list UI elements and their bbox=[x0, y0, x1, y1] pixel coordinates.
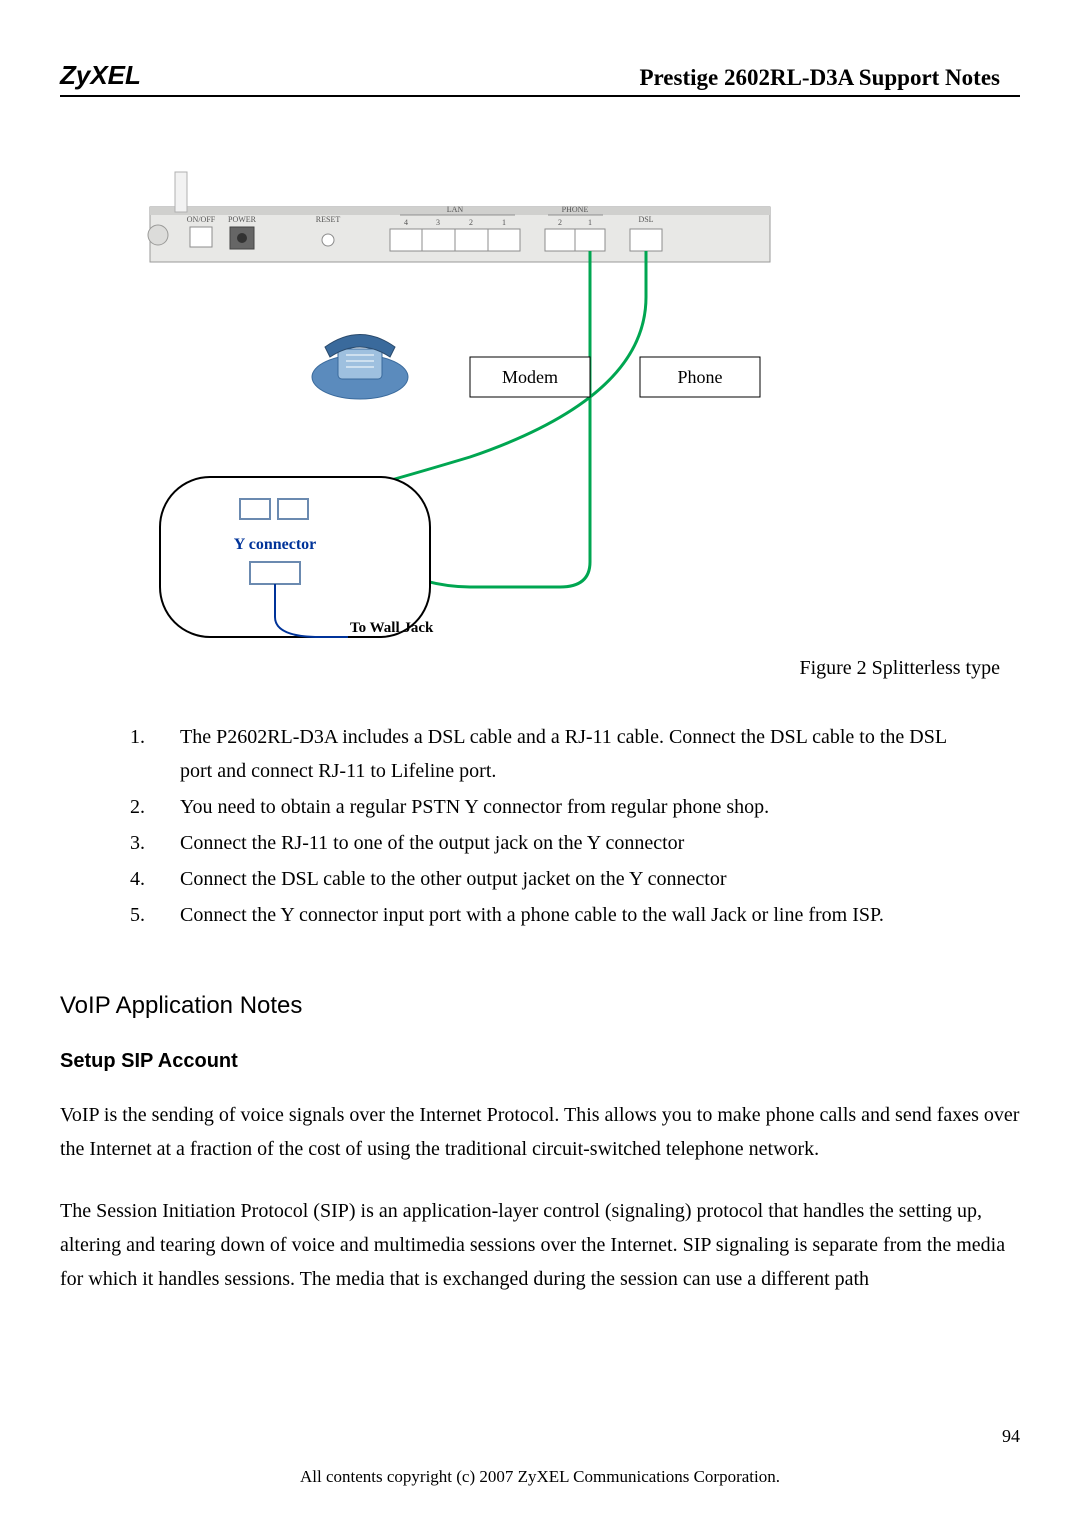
header-title: Prestige 2602RL-D3A Support Notes bbox=[639, 65, 1020, 91]
step-text: Connect the RJ-11 to one of the output j… bbox=[180, 826, 980, 860]
svg-text:POWER: POWER bbox=[228, 215, 257, 224]
body-paragraph: VoIP is the sending of voice signals ove… bbox=[60, 1098, 1020, 1166]
svg-text:DSL: DSL bbox=[638, 215, 653, 224]
svg-text:1: 1 bbox=[588, 218, 592, 227]
list-item: 4.Connect the DSL cable to the other out… bbox=[130, 862, 980, 896]
svg-text:ON/OFF: ON/OFF bbox=[187, 215, 216, 224]
page-header: ZyXEL Prestige 2602RL-D3A Support Notes bbox=[60, 60, 1020, 97]
step-text: The P2602RL-D3A includes a DSL cable and… bbox=[180, 720, 980, 788]
list-item: 5.Connect the Y connector input port wit… bbox=[130, 898, 980, 932]
step-text: Connect the DSL cable to the other outpu… bbox=[180, 862, 980, 896]
step-number: 5. bbox=[130, 898, 180, 932]
svg-text:RESET: RESET bbox=[316, 215, 341, 224]
svg-text:Phone: Phone bbox=[678, 367, 723, 387]
page-number: 94 bbox=[1002, 1426, 1020, 1447]
step-text: Connect the Y connector input port with … bbox=[180, 898, 980, 932]
list-item: 2.You need to obtain a regular PSTN Y co… bbox=[130, 790, 980, 824]
logo-text: ZyXEL bbox=[60, 60, 141, 91]
svg-text:2: 2 bbox=[469, 218, 473, 227]
steps-list: 1.The P2602RL-D3A includes a DSL cable a… bbox=[130, 720, 980, 932]
sip-subheading: Setup SIP Account bbox=[60, 1050, 1020, 1073]
step-number: 4. bbox=[130, 862, 180, 896]
svg-text:LAN: LAN bbox=[447, 205, 464, 214]
wiring-diagram: ON/OFF POWER RESET LAN 4 3 2 1 PHONE 2 1… bbox=[120, 147, 820, 647]
svg-text:1: 1 bbox=[502, 218, 506, 227]
step-text: You need to obtain a regular PSTN Y conn… bbox=[180, 790, 980, 824]
step-number: 2. bbox=[130, 790, 180, 824]
step-number: 3. bbox=[130, 826, 180, 860]
svg-text:4: 4 bbox=[404, 218, 408, 227]
list-item: 1.The P2602RL-D3A includes a DSL cable a… bbox=[130, 720, 980, 788]
body-paragraph: The Session Initiation Protocol (SIP) is… bbox=[60, 1194, 1020, 1296]
list-item: 3.Connect the RJ-11 to one of the output… bbox=[130, 826, 980, 860]
svg-text:Modem: Modem bbox=[502, 367, 558, 387]
svg-text:3: 3 bbox=[436, 218, 440, 227]
svg-text:2: 2 bbox=[558, 218, 562, 227]
voip-heading: VoIP Application Notes bbox=[60, 992, 1020, 1020]
figure-caption: Figure 2 Splitterless type bbox=[60, 657, 1020, 680]
footer-copyright: All contents copyright (c) 2007 ZyXEL Co… bbox=[0, 1467, 1080, 1487]
step-number: 1. bbox=[130, 720, 180, 788]
svg-text:PHONE: PHONE bbox=[562, 205, 589, 214]
svg-text:To Wall Jack: To Wall Jack bbox=[350, 620, 434, 636]
svg-text:Y connector: Y connector bbox=[234, 536, 317, 553]
